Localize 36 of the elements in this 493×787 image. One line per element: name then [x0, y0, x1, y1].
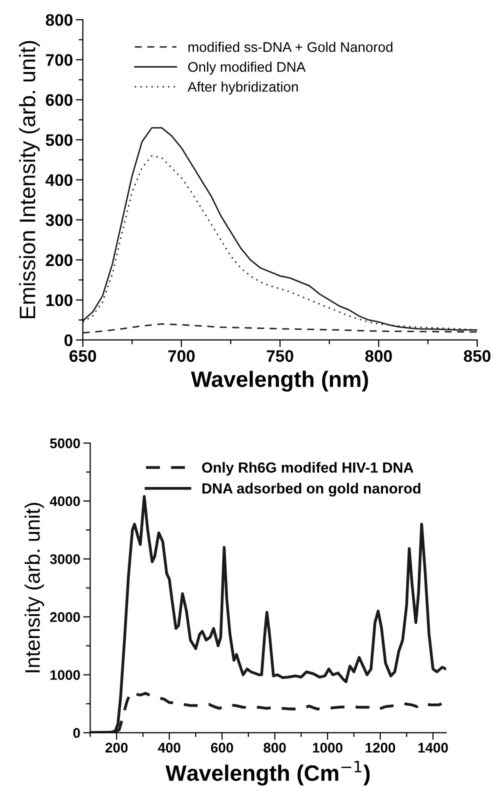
- y-axis-title: Intensity (arb. unit): [24, 502, 44, 672]
- x-tick-label: 200: [105, 742, 128, 753]
- y-tick-label: 0: [64, 334, 72, 346]
- x-tick-label: 700: [168, 350, 195, 362]
- y-tick-label: 2000: [50, 612, 80, 622]
- y-tick-label: 5000: [50, 438, 80, 448]
- y-axis-title: Emission Intensity (arb. unit): [19, 41, 40, 318]
- y-tick-label: 100: [46, 294, 72, 306]
- legend-label: Only modified DNA: [188, 62, 306, 75]
- x-axis-title: Wavelength (Cm$^{−1}$): [166, 760, 370, 786]
- x-tick-label: 1200: [366, 742, 396, 753]
- y-tick-label: 1000: [50, 670, 80, 680]
- y-tick-label: 800: [46, 14, 72, 26]
- y-tick-label: 500: [46, 134, 72, 146]
- y-tick-label: 700: [46, 54, 72, 66]
- x-axis-title: Wavelength (nm): [190, 370, 368, 392]
- x-tick-label: 650: [70, 350, 96, 362]
- y-tick-label: 200: [46, 254, 72, 266]
- x-tick-label: 600: [210, 742, 234, 753]
- x-tick-label: 750: [266, 350, 294, 362]
- x-tick-label: 1000: [312, 742, 342, 753]
- y-tick-label: 4000: [50, 496, 80, 506]
- y-tick-label: 400: [46, 174, 72, 186]
- y-tick-label: 3000: [50, 554, 80, 564]
- y-tick-label: 300: [46, 214, 72, 226]
- x-tick-label: 400: [158, 742, 180, 753]
- x-tick-label: 1400: [418, 742, 448, 753]
- x-tick-label: 800: [365, 350, 392, 362]
- legend-label: Only Rh6G modifed HIV-1 DNA: [202, 462, 414, 476]
- legend-label: modified ss-DNA + Gold Nanorod: [188, 42, 392, 52]
- legend-label: After hybridization: [188, 82, 298, 95]
- y-tick-label: 600: [46, 94, 72, 106]
- y-tick-label: 0: [73, 728, 80, 738]
- legend-label: DNA adsorbed on gold nanorod: [202, 482, 420, 497]
- x-tick-label: 850: [464, 350, 490, 362]
- x-tick-label: 800: [264, 742, 286, 753]
